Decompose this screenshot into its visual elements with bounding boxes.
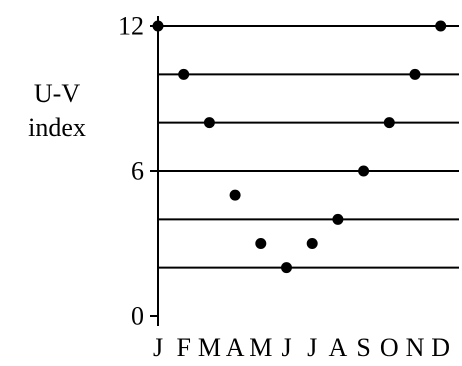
gridlines	[158, 25, 459, 269]
data-point-2	[178, 68, 190, 80]
y-axis-label-line-1: U-V	[34, 79, 80, 108]
y-axis-label-line-2: index	[28, 113, 86, 142]
data-point-10	[383, 117, 395, 129]
data-point-5	[255, 238, 267, 249]
x-tick-label-1: J	[153, 333, 163, 362]
data-point-12	[435, 20, 447, 32]
x-tick-label-5: M	[249, 333, 272, 362]
x-tick-label-3: M	[198, 333, 221, 362]
x-tick-label-12: D	[431, 333, 450, 362]
x-tick-label-8: A	[329, 333, 348, 362]
data-point-7	[306, 238, 318, 249]
data-point-6	[281, 262, 292, 274]
data-point-8	[332, 213, 344, 225]
data-point-11	[409, 68, 421, 80]
y-tick-label-6: 6	[131, 157, 144, 186]
x-tick-label-7: J	[307, 333, 317, 362]
data-points	[152, 20, 447, 274]
x-tick-label-6: J	[281, 333, 291, 362]
data-point-9	[358, 165, 370, 177]
y-tick-label-0: 0	[131, 302, 144, 331]
x-tick-label-11: N	[406, 333, 425, 362]
data-point-4	[229, 189, 241, 201]
x-tick-label-10: O	[380, 333, 399, 362]
x-tick-label-2: F	[176, 333, 190, 362]
data-point-1	[152, 20, 164, 32]
x-tick-label-9: S	[356, 333, 370, 362]
data-point-3	[203, 117, 215, 129]
x-tick-label-4: A	[226, 333, 245, 362]
y-tick-label-12: 12	[118, 12, 144, 41]
y-ticks: 0 6 12	[118, 12, 158, 331]
